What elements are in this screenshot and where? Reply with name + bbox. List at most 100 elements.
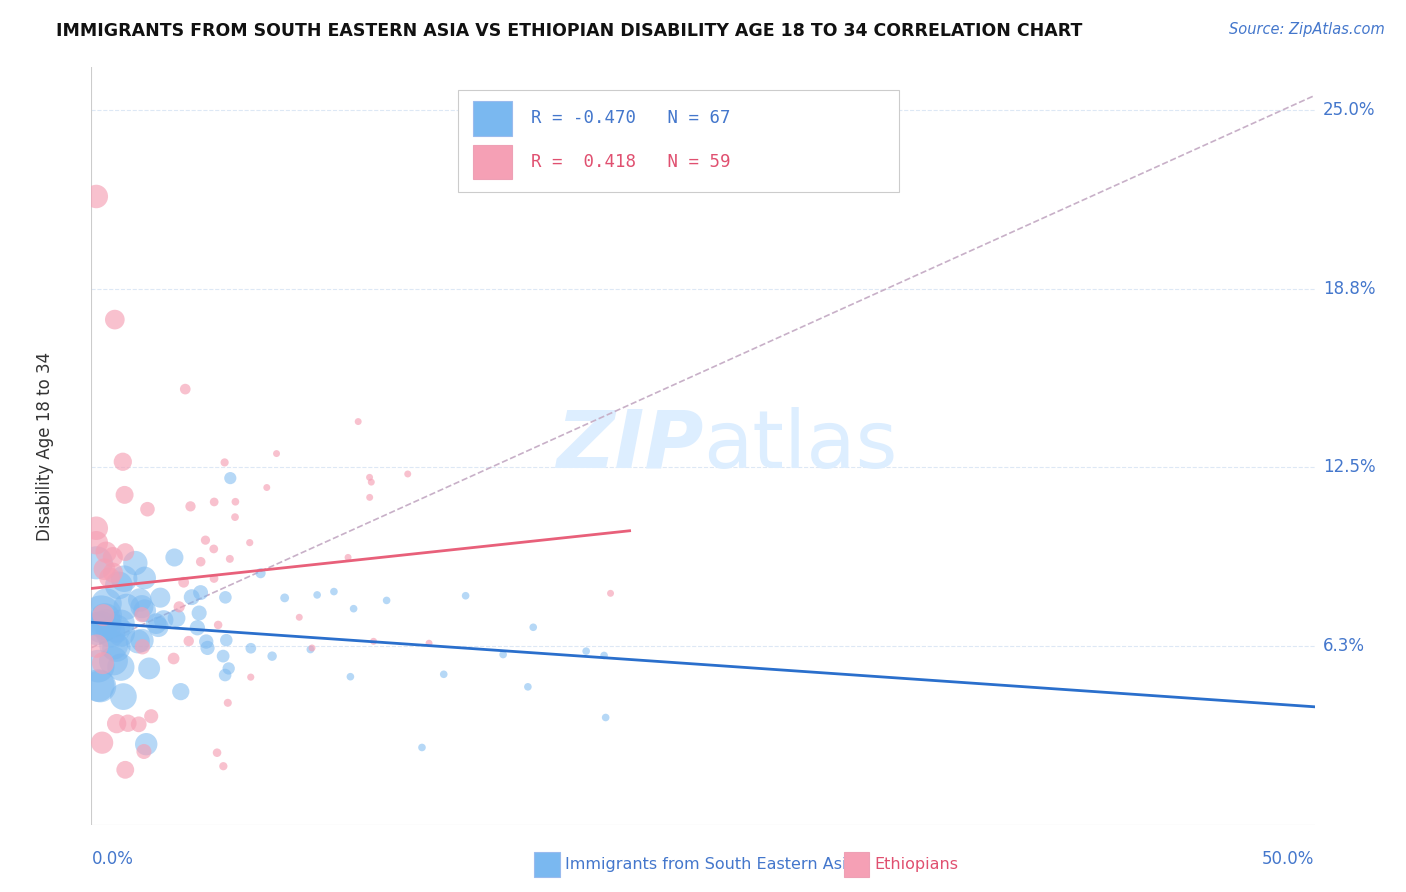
- Point: [359, 470, 381, 484]
- Text: 6.3%: 6.3%: [1323, 637, 1365, 656]
- Point: [84, 189, 107, 203]
- Text: Immigrants from South Eastern Asia: Immigrants from South Eastern Asia: [565, 857, 856, 872]
- Text: 18.8%: 18.8%: [1323, 279, 1375, 298]
- Text: 12.5%: 12.5%: [1323, 458, 1375, 476]
- Point: [90, 620, 112, 634]
- Point: [134, 604, 156, 618]
- Point: [110, 660, 132, 674]
- Point: [135, 737, 157, 751]
- Point: [180, 590, 202, 604]
- Point: [599, 586, 621, 600]
- Point: [128, 717, 150, 731]
- Point: [288, 610, 311, 624]
- Point: [100, 625, 122, 640]
- Point: [152, 613, 174, 627]
- Point: [218, 661, 240, 675]
- Point: [124, 556, 146, 570]
- Point: [96, 597, 118, 611]
- Point: [190, 555, 212, 569]
- Text: 25.0%: 25.0%: [1323, 101, 1375, 119]
- Point: [101, 566, 124, 580]
- Point: [101, 549, 124, 564]
- Point: [90, 609, 112, 624]
- Point: [132, 744, 155, 758]
- Point: [307, 588, 329, 602]
- Point: [202, 495, 225, 509]
- Point: [104, 312, 127, 326]
- Point: [84, 535, 107, 549]
- Point: [375, 593, 398, 607]
- Point: [141, 709, 163, 723]
- Point: [212, 759, 235, 773]
- Point: [219, 471, 242, 485]
- Point: [131, 640, 153, 654]
- Point: [363, 634, 385, 648]
- Point: [148, 620, 170, 634]
- Point: [94, 545, 117, 559]
- Point: [114, 545, 136, 559]
- Point: [86, 622, 108, 636]
- Point: [522, 620, 544, 634]
- Text: Disability Age 18 to 34: Disability Age 18 to 34: [37, 351, 53, 541]
- Point: [103, 638, 125, 652]
- Point: [239, 641, 262, 656]
- Point: [93, 562, 115, 576]
- Point: [411, 740, 433, 755]
- Point: [595, 710, 617, 724]
- Point: [94, 617, 117, 632]
- Point: [87, 659, 110, 673]
- Text: IMMIGRANTS FROM SOUTH EASTERN ASIA VS ETHIOPIAN DISABILITY AGE 18 TO 34 CORRELAT: IMMIGRANTS FROM SOUTH EASTERN ASIA VS ET…: [56, 22, 1083, 40]
- Point: [207, 618, 229, 632]
- Point: [262, 649, 284, 664]
- Point: [214, 455, 236, 469]
- Point: [117, 716, 139, 731]
- Point: [188, 606, 211, 620]
- Point: [162, 651, 184, 665]
- Point: [179, 500, 201, 514]
- FancyBboxPatch shape: [472, 145, 512, 178]
- Point: [84, 521, 107, 535]
- Point: [359, 491, 381, 505]
- Point: [98, 570, 121, 584]
- Point: [266, 446, 288, 460]
- Point: [131, 607, 153, 622]
- Point: [202, 541, 225, 556]
- Point: [218, 552, 240, 566]
- Point: [93, 608, 115, 623]
- Point: [299, 642, 322, 657]
- Point: [249, 566, 271, 581]
- Text: ZIP: ZIP: [555, 407, 703, 485]
- Point: [347, 415, 370, 429]
- Point: [134, 571, 156, 585]
- Point: [301, 640, 323, 655]
- Point: [343, 601, 366, 615]
- Point: [418, 636, 440, 650]
- Text: 0.0%: 0.0%: [91, 850, 134, 868]
- Point: [224, 494, 246, 508]
- Point: [433, 667, 456, 681]
- Text: 50.0%: 50.0%: [1263, 850, 1315, 868]
- Point: [167, 599, 190, 614]
- Point: [91, 656, 114, 670]
- Point: [239, 535, 262, 549]
- Text: Ethiopians: Ethiopians: [875, 857, 959, 872]
- Point: [86, 639, 108, 653]
- Point: [195, 634, 218, 648]
- Point: [127, 634, 149, 648]
- Point: [205, 746, 228, 760]
- Point: [108, 578, 131, 592]
- Point: [516, 680, 538, 694]
- Point: [128, 593, 150, 607]
- Point: [110, 626, 132, 640]
- FancyBboxPatch shape: [458, 89, 898, 192]
- Point: [105, 622, 128, 636]
- Point: [323, 584, 346, 599]
- Point: [396, 467, 419, 481]
- Point: [217, 696, 239, 710]
- Point: [166, 611, 188, 625]
- Text: R =  0.418   N = 59: R = 0.418 N = 59: [530, 153, 730, 170]
- Point: [94, 612, 117, 626]
- Point: [105, 716, 128, 731]
- Point: [105, 640, 128, 655]
- Point: [111, 455, 134, 469]
